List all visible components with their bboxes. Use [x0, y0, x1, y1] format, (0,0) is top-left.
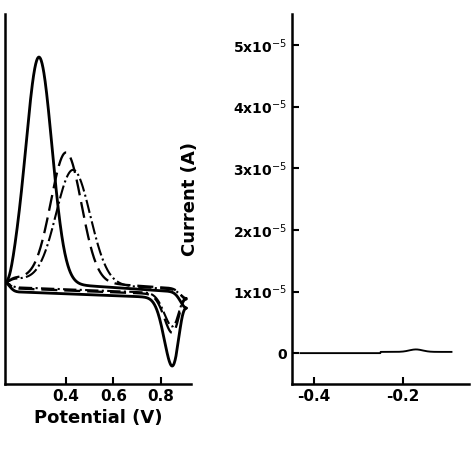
X-axis label: Potential (V): Potential (V): [34, 410, 162, 428]
Y-axis label: Current (A): Current (A): [181, 142, 199, 256]
